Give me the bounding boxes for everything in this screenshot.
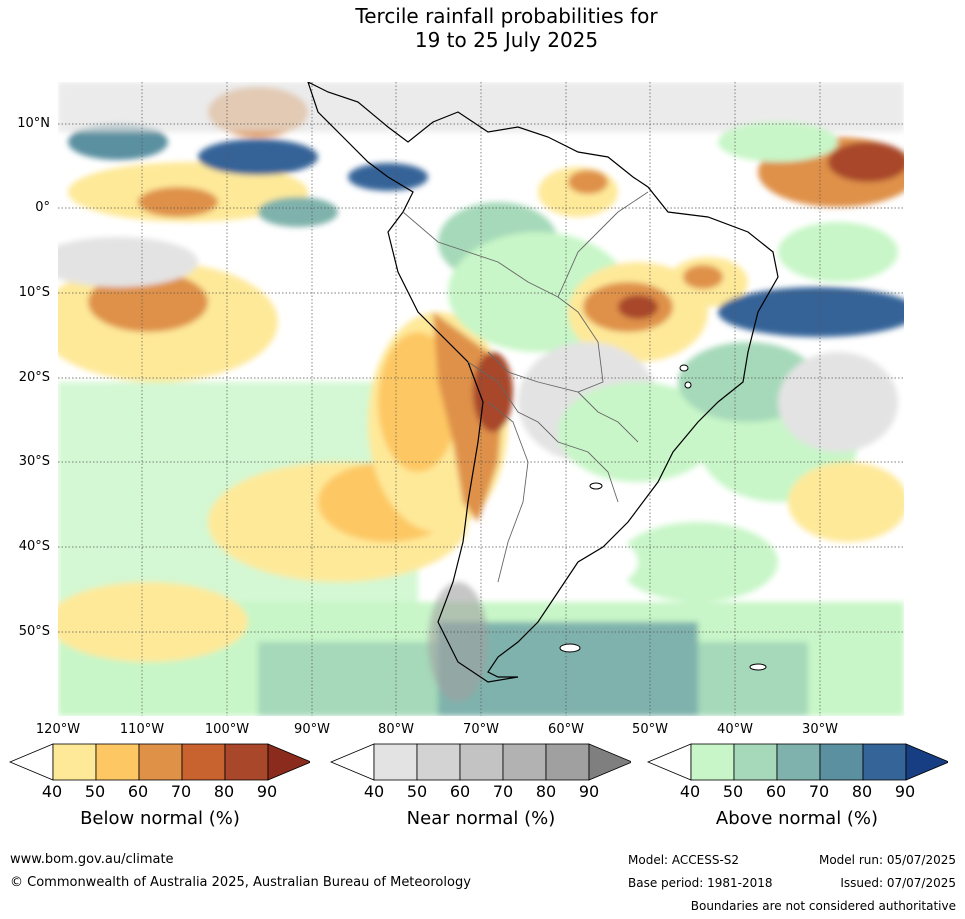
colorbar-segment — [181, 743, 226, 781]
near-normal-title: Near normal (%) — [406, 808, 556, 829]
base-period-text: Base period: 1981-2018 — [628, 876, 773, 890]
colorbar-segment — [224, 743, 269, 781]
colorbar-segment — [819, 743, 864, 781]
colorbar-segment — [459, 743, 504, 781]
below-normal-colorbar — [8, 743, 310, 781]
probability-map — [58, 82, 904, 716]
title-line-1: Tercile rainfall probabilities for — [355, 4, 658, 28]
colorbar-segment — [138, 743, 183, 781]
below-tick-70: 70 — [170, 782, 192, 801]
colorbar-extend-high — [267, 743, 310, 781]
above-tick-70: 70 — [808, 782, 830, 801]
lat-label-10s: 10°S — [18, 285, 50, 300]
map-graphic — [58, 82, 904, 716]
website-link[interactable]: www.bom.gov.au/climate — [10, 852, 174, 867]
near-tick-70: 70 — [492, 782, 514, 801]
lon-label-70w: 70°W — [463, 722, 499, 737]
model-run-text: Model run: 05/07/2025 — [818, 853, 956, 867]
near-tick-80: 80 — [535, 782, 557, 801]
near-tick-60: 60 — [449, 782, 471, 801]
below-tick-50: 50 — [84, 782, 106, 801]
lat-label-10n: 10°N — [17, 116, 50, 131]
above-tick-40: 40 — [679, 782, 701, 801]
model-text: Model: ACCESS-S2 — [628, 853, 740, 867]
lon-label-40w: 40°W — [717, 722, 753, 737]
graticule — [58, 82, 904, 716]
colorbar-segment — [733, 743, 778, 781]
below-normal-title: Below normal (%) — [80, 808, 240, 829]
issued-text: Issued: 07/07/2025 — [840, 876, 956, 890]
above-tick-50: 50 — [722, 782, 744, 801]
colorbar-segment — [502, 743, 547, 781]
lon-label-120w: 120°W — [35, 722, 81, 737]
above-tick-80: 80 — [851, 782, 873, 801]
lon-label-80w: 80°W — [378, 722, 414, 737]
colorbar-segment — [690, 743, 735, 781]
colorbar-extend-low — [329, 743, 375, 781]
colorbar-segment — [862, 743, 907, 781]
above-tick-60: 60 — [765, 782, 787, 801]
below-tick-90: 90 — [256, 782, 278, 801]
colorbar-extend-high — [588, 743, 631, 781]
lon-label-50w: 50°W — [632, 722, 668, 737]
lon-label-110w: 110°W — [119, 722, 165, 737]
lat-label-40s: 40°S — [18, 539, 50, 554]
probability-field — [58, 82, 904, 716]
colorbar-segment — [416, 743, 461, 781]
colorbar-extend-low — [8, 743, 54, 781]
coastline — [307, 82, 779, 683]
title-line-2: 19 to 25 July 2025 — [414, 28, 599, 52]
near-tick-50: 50 — [406, 782, 428, 801]
lat-label-30s: 30°S — [18, 454, 50, 469]
lon-label-60w: 60°W — [548, 722, 584, 737]
colorbar-extend-high — [905, 743, 948, 781]
lon-label-100w: 100°W — [204, 722, 250, 737]
lat-label-0: 0° — [35, 200, 50, 215]
lon-label-90w: 90°W — [294, 722, 330, 737]
lat-label-20s: 20°S — [18, 370, 50, 385]
colorbar-segment — [776, 743, 821, 781]
below-tick-40: 40 — [41, 782, 63, 801]
colorbar-segment — [95, 743, 140, 781]
colorbar-extend-low — [646, 743, 692, 781]
near-normal-colorbar — [329, 743, 631, 781]
below-tick-80: 80 — [213, 782, 235, 801]
near-tick-90: 90 — [578, 782, 600, 801]
disclaimer-text: Boundaries are not considered authoritat… — [690, 899, 956, 913]
map-title: Tercile rainfall probabilities for 19 to… — [0, 4, 965, 52]
lat-label-50s: 50°S — [18, 624, 50, 639]
country-borders — [402, 191, 649, 583]
colorbar-segment — [373, 743, 418, 781]
near-tick-40: 40 — [363, 782, 385, 801]
colorbar-segment — [52, 743, 97, 781]
above-tick-90: 90 — [894, 782, 916, 801]
above-normal-colorbar — [646, 743, 948, 781]
lon-label-30w: 30°W — [802, 722, 838, 737]
islands — [559, 364, 767, 671]
below-tick-60: 60 — [127, 782, 149, 801]
copyright-text: © Commonwealth of Australia 2025, Austra… — [10, 875, 471, 890]
above-normal-title: Above normal (%) — [715, 808, 879, 829]
colorbar-segment — [545, 743, 590, 781]
